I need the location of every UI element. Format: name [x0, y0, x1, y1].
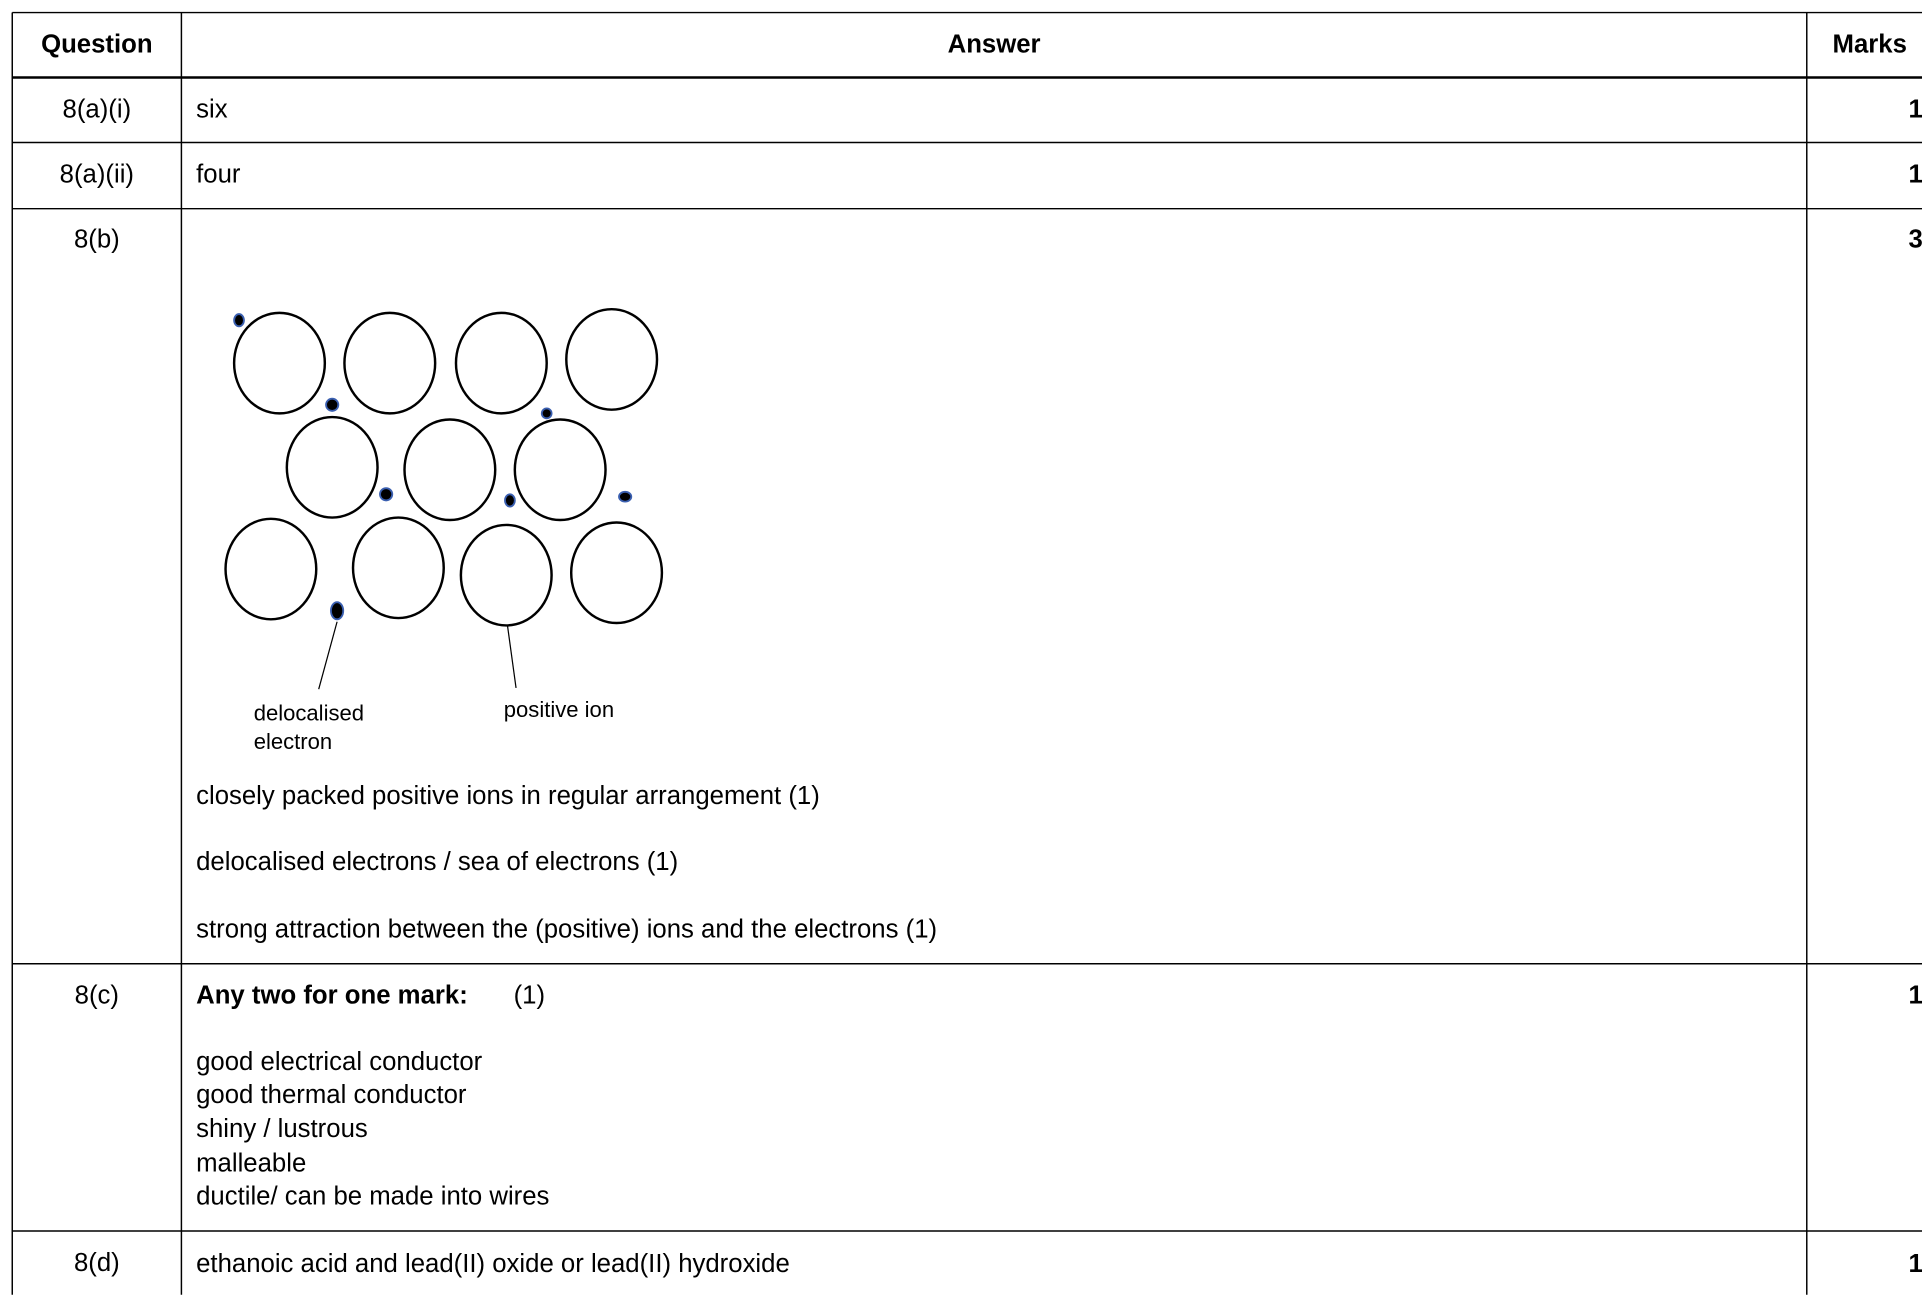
answer: ethanoic acid and lead(II) oxide or lead… [196, 1250, 790, 1278]
answer: closely packed positive ions in regular … [196, 782, 820, 810]
marks: 1 [1909, 160, 1922, 188]
answer: good thermal conductor [196, 1081, 467, 1109]
question: 8(a)(i) [63, 95, 132, 123]
answer: delocalised electrons / sea of electrons… [196, 848, 678, 876]
answer-heading: Any two for one mark: [196, 982, 468, 1010]
diagram-label: positive ion [504, 697, 614, 722]
answer: malleable [196, 1150, 306, 1178]
answer: good electrical conductor [196, 1048, 483, 1076]
question: 8(a)(ii) [60, 160, 134, 188]
marks: 3 [1909, 225, 1922, 253]
header-question: Question [41, 30, 153, 58]
question: 8(b) [74, 225, 120, 253]
answer: shiny / lustrous [196, 1115, 368, 1143]
marks: 1 [1909, 1250, 1922, 1278]
answer-heading-mark: (1) [514, 982, 545, 1010]
answer: ductile/ can be made into wires [196, 1183, 549, 1211]
diagram-label: electron [254, 729, 332, 754]
answer: four [196, 160, 241, 188]
header-answer: Answer [948, 30, 1041, 58]
question: 8(c) [75, 982, 119, 1010]
marks: 1 [1909, 95, 1922, 123]
marks: 1 [1909, 982, 1922, 1010]
table-grid [11, 11, 1922, 1295]
answer: six [196, 95, 228, 123]
answer: strong attraction between the (positive)… [196, 915, 937, 943]
question: 8(d) [74, 1249, 120, 1277]
metal-structure-diagram [224, 307, 664, 690]
diagram-label: delocalised [254, 701, 364, 726]
header-marks: Marks [1833, 30, 1907, 58]
